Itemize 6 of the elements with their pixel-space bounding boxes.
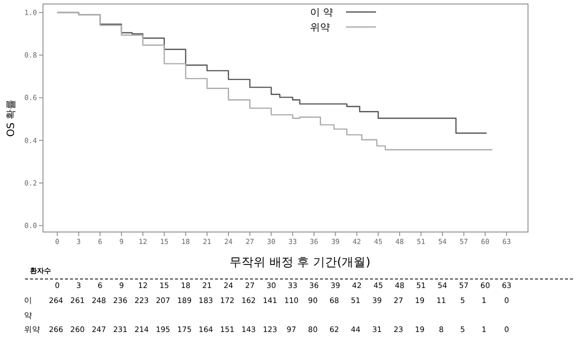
legend-label: 위약 — [310, 22, 330, 34]
legend-label: 이 약 — [310, 8, 334, 18]
y-axis-title: OS 확률 — [6, 99, 17, 137]
text: 이 약 — [24, 296, 32, 320]
x-axis-title: 무작위 배정 후 기간(개월) — [230, 255, 370, 269]
text: 위약 — [24, 325, 40, 334]
